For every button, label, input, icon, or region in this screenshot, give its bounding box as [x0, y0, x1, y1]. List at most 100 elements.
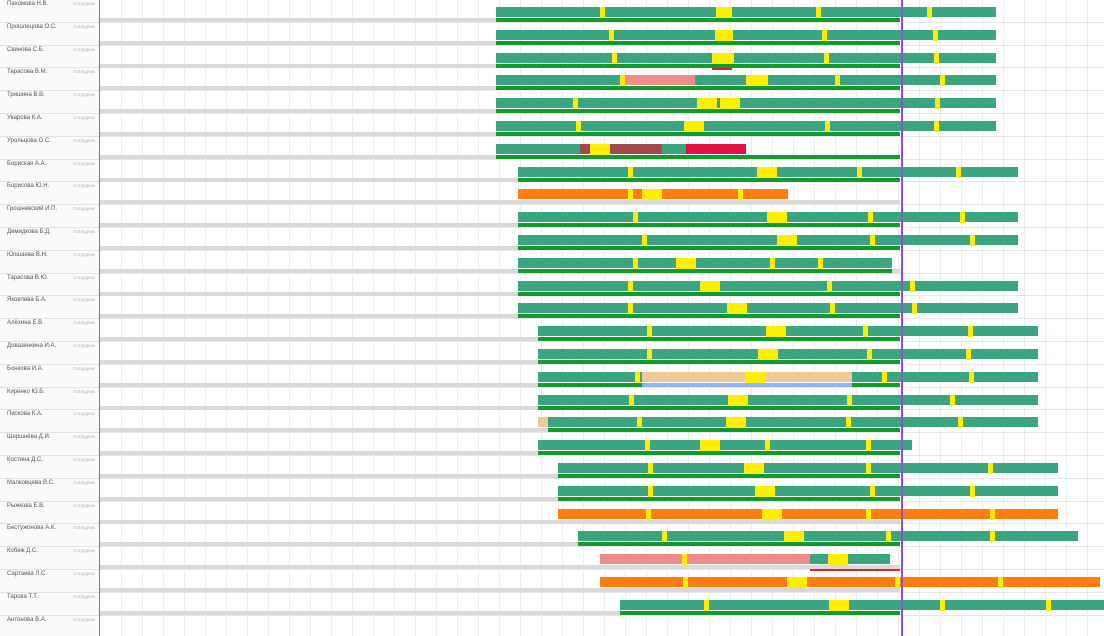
shift-block[interactable]	[548, 417, 1038, 428]
employee-row[interactable]: Тарова Т.Т. Сотрудник	[0, 593, 99, 616]
shift-block[interactable]	[810, 554, 890, 565]
break-block[interactable]	[738, 189, 743, 201]
break-block[interactable]	[895, 577, 900, 588]
employee-row[interactable]: Сартаева Л.С. Сотрудник	[0, 570, 99, 593]
shift-block[interactable]	[578, 531, 1078, 542]
break-block[interactable]	[645, 440, 650, 452]
break-block[interactable]	[940, 599, 945, 611]
employee-row[interactable]: Яковлева Б.А. Сотрудник	[0, 296, 99, 320]
break-block[interactable]	[886, 531, 891, 543]
employee-row[interactable]: Уварова К.А. Сотрудник	[0, 114, 99, 137]
break-block[interactable]	[762, 508, 782, 520]
break-block[interactable]	[868, 212, 873, 224]
employee-row[interactable]: Рыжкова Е.В. Сотрудник	[0, 502, 99, 525]
break-block[interactable]	[633, 212, 638, 224]
break-block[interactable]	[968, 326, 973, 338]
break-block[interactable]	[715, 29, 733, 41]
employee-row[interactable]: Кобеж Д.С. Сотрудник	[0, 547, 99, 570]
break-block[interactable]	[648, 463, 653, 474]
break-block[interactable]	[933, 29, 938, 41]
break-block[interactable]	[590, 143, 610, 155]
employee-row[interactable]: Урольцова О.С. Сотрудник	[0, 137, 99, 160]
break-block[interactable]	[704, 599, 709, 611]
shift-block[interactable]	[518, 280, 1018, 291]
break-block[interactable]	[822, 29, 827, 41]
break-block[interactable]	[866, 508, 871, 520]
break-block[interactable]	[910, 280, 915, 292]
break-block[interactable]	[866, 463, 871, 474]
break-block[interactable]	[648, 485, 653, 497]
employee-row[interactable]: Алёхина Е.В. Сотрудник	[0, 319, 99, 342]
shift-block[interactable]	[496, 121, 996, 131]
break-block[interactable]	[934, 52, 939, 64]
break-block[interactable]	[816, 7, 821, 18]
break-block[interactable]	[857, 166, 862, 178]
employee-row[interactable]: Бориская А.А. Сотрудник	[0, 160, 99, 183]
break-block[interactable]	[956, 166, 961, 178]
employee-row[interactable]: Прошлецова О.С. Сотрудник	[0, 23, 99, 46]
employee-row[interactable]: Киренко Ю.Б. Сотрудник	[0, 388, 99, 411]
break-block[interactable]	[830, 303, 835, 315]
break-block[interactable]	[609, 29, 614, 41]
break-block[interactable]	[716, 7, 732, 18]
break-block[interactable]	[950, 394, 955, 406]
break-block[interactable]	[988, 463, 993, 474]
break-block[interactable]	[684, 121, 704, 132]
break-block[interactable]	[818, 257, 823, 269]
break-block[interactable]	[870, 235, 875, 246]
break-block[interactable]	[676, 257, 696, 269]
employee-row[interactable]: Довазенкина И.А. Сотрудник	[0, 342, 99, 365]
break-block[interactable]	[866, 440, 871, 452]
break-block[interactable]	[870, 485, 875, 497]
shift-block[interactable]	[518, 303, 1018, 314]
break-block[interactable]	[628, 189, 633, 201]
break-block[interactable]	[576, 121, 581, 132]
employee-row[interactable]: Тришина В.В. Сотрудник	[0, 91, 99, 114]
break-block[interactable]	[700, 440, 720, 452]
shift-block[interactable]	[518, 235, 1018, 245]
break-block[interactable]	[573, 98, 578, 110]
break-block[interactable]	[629, 394, 634, 406]
break-block[interactable]	[744, 463, 764, 474]
employee-row[interactable]: Тарасова В.Ю. Сотрудник	[0, 274, 99, 297]
employee-row[interactable]: Борисова Ю.Н. Сотрудник	[0, 182, 99, 206]
break-block[interactable]	[642, 189, 662, 201]
break-block[interactable]	[882, 371, 887, 383]
shift-block[interactable]	[496, 98, 996, 109]
break-block[interactable]	[766, 326, 786, 338]
break-block[interactable]	[647, 349, 652, 360]
break-block[interactable]	[642, 235, 647, 246]
break-block[interactable]	[927, 7, 932, 18]
break-block[interactable]	[633, 257, 638, 269]
break-block[interactable]	[712, 52, 734, 64]
break-block[interactable]	[829, 599, 849, 611]
break-block[interactable]	[863, 326, 868, 338]
training-block[interactable]	[558, 508, 1058, 519]
training-block[interactable]	[600, 577, 1100, 587]
shift-block[interactable]	[620, 599, 1104, 610]
shift-block[interactable]	[518, 257, 892, 268]
break-block[interactable]	[935, 98, 940, 110]
break-block[interactable]	[787, 577, 807, 588]
break-block[interactable]	[728, 394, 748, 406]
shift-block[interactable]	[496, 29, 996, 40]
break-block[interactable]	[835, 75, 840, 87]
break-block[interactable]	[970, 235, 975, 246]
break-block[interactable]	[998, 577, 1003, 588]
break-block[interactable]	[637, 417, 642, 429]
break-block[interactable]	[746, 75, 768, 87]
break-block[interactable]	[683, 577, 688, 588]
break-block[interactable]	[846, 417, 851, 429]
break-block[interactable]	[940, 75, 945, 87]
employee-row[interactable]: Антонова В.А. Сотрудник	[0, 616, 99, 636]
employee-row[interactable]: Малковцева В.С. Сотрудник	[0, 479, 99, 502]
break-block[interactable]	[765, 440, 770, 452]
break-block[interactable]	[628, 166, 633, 178]
break-block[interactable]	[824, 52, 829, 64]
break-block[interactable]	[727, 303, 747, 315]
break-block[interactable]	[966, 349, 971, 360]
break-block[interactable]	[600, 7, 605, 18]
break-block[interactable]	[682, 554, 687, 566]
employee-row[interactable]: Костина Д.С. Сотрудник	[0, 456, 99, 479]
break-block[interactable]	[990, 508, 995, 520]
